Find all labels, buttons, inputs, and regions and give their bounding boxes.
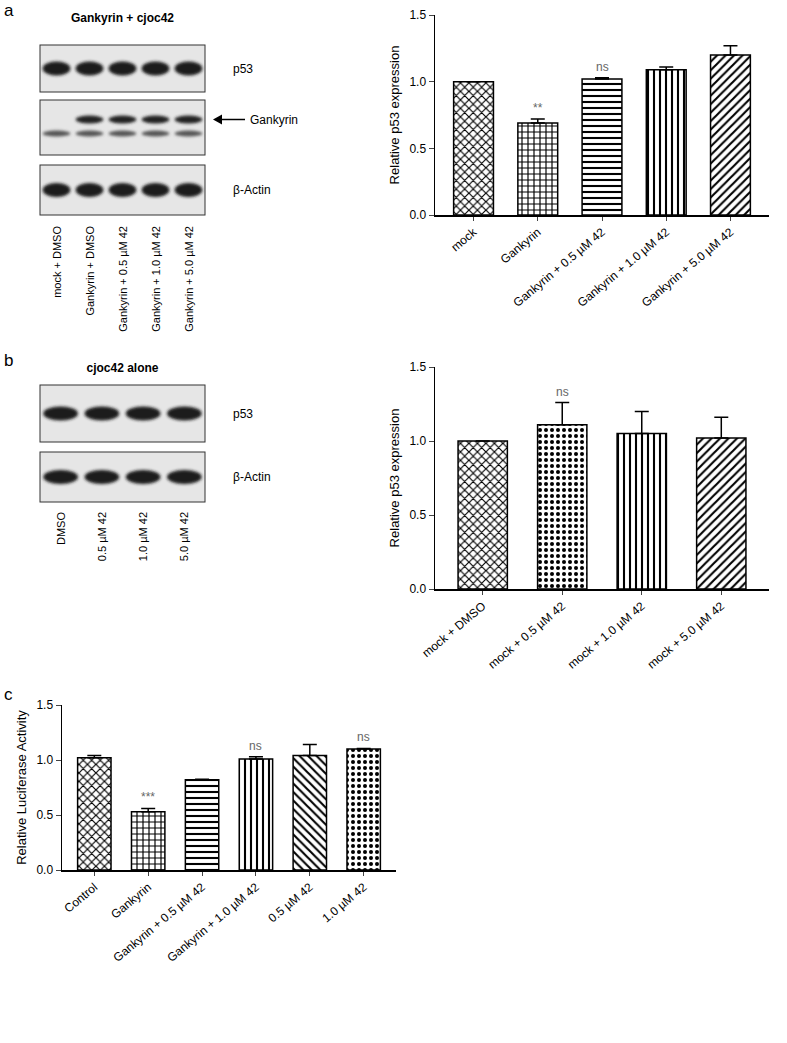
svg-text:β-Actin: β-Actin: [233, 183, 271, 197]
svg-text:Gankyrin + 1.0 µM 42: Gankyrin + 1.0 µM 42: [150, 226, 162, 332]
svg-text:Control: Control: [61, 880, 100, 916]
svg-text:b: b: [4, 351, 13, 370]
svg-text:Gankyrin: Gankyrin: [498, 225, 544, 267]
svg-text:Gankyrin + DMSO: Gankyrin + DMSO: [84, 226, 96, 316]
svg-text:ns: ns: [556, 385, 569, 399]
svg-text:Gankyrin + cjoc42: Gankyrin + cjoc42: [71, 11, 174, 25]
svg-text:mock + 1.0 µM 42: mock + 1.0 µM 42: [565, 599, 648, 672]
svg-text:1.0 µM 42: 1.0 µM 42: [319, 880, 369, 925]
svg-text:mock + DMSO: mock + DMSO: [51, 226, 63, 298]
svg-text:a: a: [4, 1, 14, 20]
svg-text:Gankyrin + 5.0 µM 42: Gankyrin + 5.0 µM 42: [639, 225, 737, 310]
svg-text:cjoc42 alone: cjoc42 alone: [86, 361, 158, 375]
svg-text:Gankyrin + 0.5 µM 42: Gankyrin + 0.5 µM 42: [117, 226, 129, 332]
svg-text:Gankyrin + 5.0 µM 42: Gankyrin + 5.0 µM 42: [183, 226, 195, 332]
svg-text:mock + 0.5 µM 42: mock + 0.5 µM 42: [486, 599, 569, 672]
svg-text:1.5: 1.5: [36, 698, 53, 712]
svg-text:Gankyrin: Gankyrin: [250, 113, 298, 127]
svg-text:1.5: 1.5: [409, 8, 426, 22]
svg-text:Relative Luciferase Activity: Relative Luciferase Activity: [14, 710, 29, 865]
svg-text:Relative p53 expression: Relative p53 expression: [387, 409, 402, 548]
svg-text:β-Actin: β-Actin: [233, 470, 271, 484]
svg-text:ns: ns: [249, 739, 262, 753]
svg-text:mock + 5.0 µM 42: mock + 5.0 µM 42: [645, 599, 728, 672]
svg-text:ns: ns: [357, 730, 370, 744]
svg-text:0.0: 0.0: [409, 208, 426, 222]
svg-text:Relative p53 expression: Relative p53 expression: [387, 46, 402, 185]
svg-text:c: c: [4, 685, 13, 704]
svg-text:mock: mock: [448, 224, 480, 254]
svg-text:DMSO: DMSO: [55, 512, 67, 545]
svg-text:ns: ns: [596, 60, 609, 74]
svg-text:1.5: 1.5: [409, 360, 426, 374]
svg-text:0.5 µM 42: 0.5 µM 42: [266, 880, 316, 925]
svg-text:mock + DMSO: mock + DMSO: [419, 599, 488, 660]
svg-text:1.0: 1.0: [36, 753, 53, 767]
svg-text:1.0: 1.0: [409, 434, 426, 448]
svg-text:Gankyrin + 1.0 µM 42: Gankyrin + 1.0 µM 42: [164, 880, 262, 965]
svg-text:1.0 µM 42: 1.0 µM 42: [137, 512, 149, 561]
svg-text:p53: p53: [233, 62, 253, 76]
svg-text:Gankyrin + 0.5 µM 42: Gankyrin + 0.5 µM 42: [510, 225, 608, 310]
svg-text:0.5 µM 42: 0.5 µM 42: [96, 512, 108, 561]
svg-text:0.5: 0.5: [36, 808, 53, 822]
svg-text:0.0: 0.0: [36, 863, 53, 877]
svg-text:Gankyrin + 1.0 µM 42: Gankyrin + 1.0 µM 42: [575, 225, 673, 310]
svg-text:Gankyrin: Gankyrin: [108, 880, 154, 922]
svg-text:Gankyrin + 0.5 µM 42: Gankyrin + 0.5 µM 42: [111, 880, 209, 965]
svg-text:1.0: 1.0: [409, 75, 426, 89]
svg-text:***: ***: [141, 790, 155, 804]
svg-text:p53: p53: [233, 407, 253, 421]
svg-text:0.5: 0.5: [409, 142, 426, 156]
svg-text:0.5: 0.5: [409, 508, 426, 522]
svg-text:0.0: 0.0: [409, 582, 426, 596]
svg-text:**: **: [533, 101, 543, 115]
svg-text:5.0 µM 42: 5.0 µM 42: [178, 512, 190, 561]
